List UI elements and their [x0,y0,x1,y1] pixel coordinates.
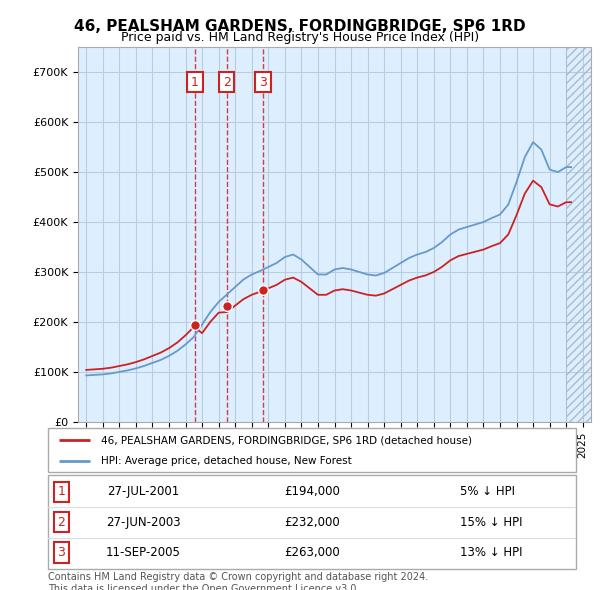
Text: 2: 2 [223,76,231,88]
Text: 1: 1 [57,486,65,499]
Text: 11-SEP-2005: 11-SEP-2005 [106,546,181,559]
Text: 2: 2 [57,516,65,529]
Text: 1: 1 [191,76,199,88]
Text: 15% ↓ HPI: 15% ↓ HPI [460,516,523,529]
Text: HPI: Average price, detached house, New Forest: HPI: Average price, detached house, New … [101,456,352,466]
FancyBboxPatch shape [48,428,576,472]
Text: 5% ↓ HPI: 5% ↓ HPI [460,486,515,499]
FancyBboxPatch shape [48,475,576,569]
Text: 3: 3 [259,76,267,88]
Text: 46, PEALSHAM GARDENS, FORDINGBRIDGE, SP6 1RD (detached house): 46, PEALSHAM GARDENS, FORDINGBRIDGE, SP6… [101,435,472,445]
Bar [566,47,591,422]
Text: 13% ↓ HPI: 13% ↓ HPI [460,546,523,559]
Text: This data is licensed under the Open Government Licence v3.0.: This data is licensed under the Open Gov… [48,584,359,590]
Text: 27-JUN-2003: 27-JUN-2003 [106,516,181,529]
Text: 46, PEALSHAM GARDENS, FORDINGBRIDGE, SP6 1RD: 46, PEALSHAM GARDENS, FORDINGBRIDGE, SP6… [74,19,526,34]
Text: 3: 3 [57,546,65,559]
Bar [566,47,591,422]
Text: Price paid vs. HM Land Registry's House Price Index (HPI): Price paid vs. HM Land Registry's House … [121,31,479,44]
Text: 27-JUL-2001: 27-JUL-2001 [107,486,179,499]
Text: £232,000: £232,000 [284,516,340,529]
Text: Contains HM Land Registry data © Crown copyright and database right 2024.: Contains HM Land Registry data © Crown c… [48,572,428,582]
Text: £194,000: £194,000 [284,486,340,499]
Text: £263,000: £263,000 [284,546,340,559]
